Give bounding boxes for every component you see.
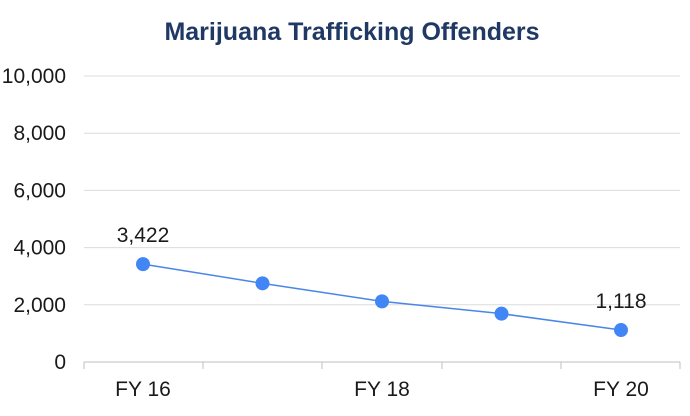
y-axis-tick-labels: 0 2,000 4,000 6,000 8,000 10,000 xyxy=(2,65,66,374)
gridlines xyxy=(84,75,680,306)
x-tick-label: FY 16 xyxy=(115,378,171,401)
data-point xyxy=(494,306,509,321)
data-label: 1,118 xyxy=(596,290,647,313)
data-point xyxy=(614,323,628,338)
axes xyxy=(83,361,681,369)
y-tick-label: 8,000 xyxy=(13,122,66,145)
data-label: 3,422 xyxy=(117,224,170,247)
y-tick-label: 6,000 xyxy=(13,179,66,202)
y-tick-label: 2,000 xyxy=(13,294,66,317)
data-point xyxy=(255,276,270,291)
data-point xyxy=(136,257,150,272)
x-tick-label: FY 18 xyxy=(354,378,410,401)
data-labels: 3,422 1,118 xyxy=(117,224,647,313)
series-layer xyxy=(136,257,628,338)
x-axis-tick-labels: FY 16 FY 18 FY 20 xyxy=(115,378,649,401)
x-tick-label: FY 20 xyxy=(593,378,649,401)
y-tick-label: 0 xyxy=(54,351,66,374)
y-tick-label: 10,000 xyxy=(2,65,66,88)
y-tick-label: 4,000 xyxy=(13,237,66,260)
data-point xyxy=(375,294,389,309)
chart-title: Marijuana Trafficking Offenders xyxy=(164,18,539,46)
